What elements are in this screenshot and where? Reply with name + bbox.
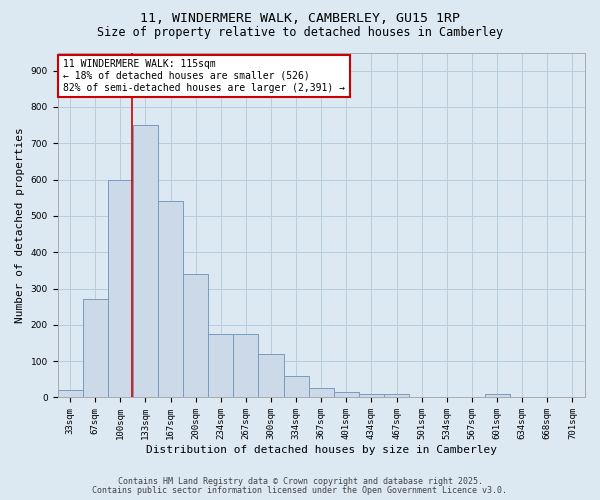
Bar bbox=[309, 388, 334, 398]
Bar bbox=[485, 394, 509, 398]
Bar bbox=[108, 180, 133, 398]
Bar bbox=[133, 125, 158, 398]
Bar bbox=[384, 394, 409, 398]
Bar bbox=[183, 274, 208, 398]
Text: 11 WINDERMERE WALK: 115sqm
← 18% of detached houses are smaller (526)
82% of sem: 11 WINDERMERE WALK: 115sqm ← 18% of deta… bbox=[63, 60, 345, 92]
X-axis label: Distribution of detached houses by size in Camberley: Distribution of detached houses by size … bbox=[146, 445, 497, 455]
Bar bbox=[233, 334, 259, 398]
Bar bbox=[83, 300, 108, 398]
Text: Size of property relative to detached houses in Camberley: Size of property relative to detached ho… bbox=[97, 26, 503, 39]
Text: Contains HM Land Registry data © Crown copyright and database right 2025.: Contains HM Land Registry data © Crown c… bbox=[118, 478, 482, 486]
Y-axis label: Number of detached properties: Number of detached properties bbox=[15, 127, 25, 323]
Bar bbox=[208, 334, 233, 398]
Bar bbox=[259, 354, 284, 398]
Bar bbox=[58, 390, 83, 398]
Text: 11, WINDERMERE WALK, CAMBERLEY, GU15 1RP: 11, WINDERMERE WALK, CAMBERLEY, GU15 1RP bbox=[140, 12, 460, 26]
Bar bbox=[334, 392, 359, 398]
Bar bbox=[158, 202, 183, 398]
Bar bbox=[284, 376, 309, 398]
Bar bbox=[359, 394, 384, 398]
Text: Contains public sector information licensed under the Open Government Licence v3: Contains public sector information licen… bbox=[92, 486, 508, 495]
